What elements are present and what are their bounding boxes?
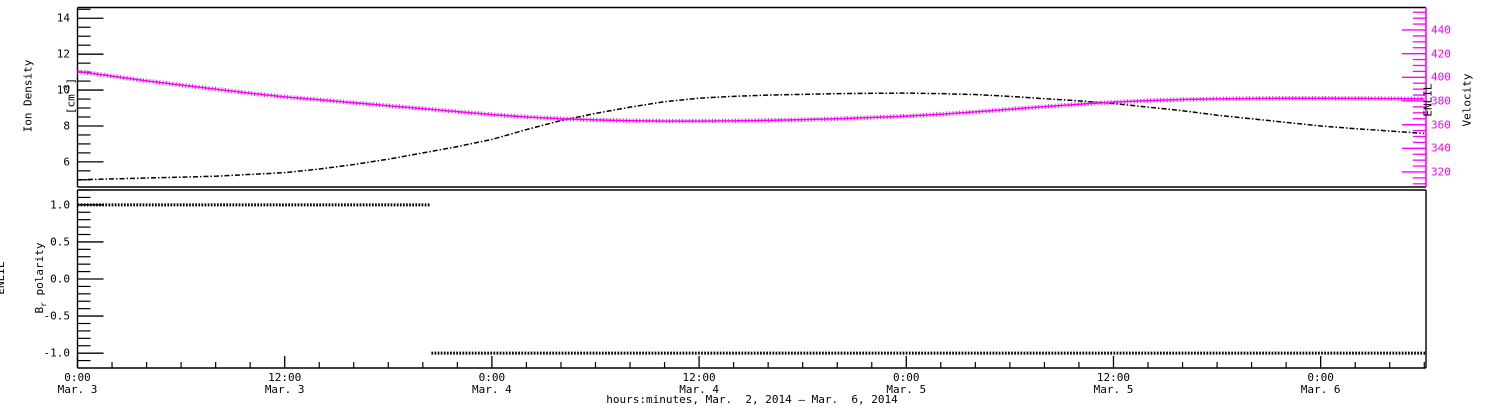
density-axis-unit: [cm-3] [62,77,78,115]
polarity-axis-title-line1: ENLIL [0,261,7,295]
velocity-axis-title: ENLIL Velocity [km/s] [1396,74,1500,127]
polarity-tick-label: 1.0 [50,198,70,212]
velocity-tick-label: 380 [1431,94,1451,108]
polarity-tick-label: 0.5 [50,235,70,249]
x-tick-label: 0:00 Mar. 4 [472,371,512,396]
polarity-tick-label: -0.5 [43,309,71,323]
ion-density-curve [77,92,1425,181]
x-tick-label: 0:00 Mar. 3 [57,371,98,396]
velocity-axis-title-line1: ENLIL [1421,83,1435,117]
polarity-axis-title: ENLIL Br polarity [0,242,76,313]
density-axis-title-line2: Ion Density [21,59,35,133]
x-axis-title: hours:minutes, Mar. 2, 2014 — Mar. 6, 20… [606,393,898,406]
x-tick-label: 0:00 Mar. 5 [886,371,927,396]
x-tick-label: 12:00 Mar. 3 [264,371,305,396]
velocity-tick-label: 400 [1431,70,1451,84]
density-tick-label: 10 [56,83,70,97]
x-tick-label: 12:00 Mar. 5 [1093,371,1134,396]
polarity-tick-label: -1.0 [43,346,71,360]
x-tick-label: 12:00 Mar. 4 [679,371,719,396]
velocity-tick-label: 360 [1431,118,1451,132]
polarity-tick-label: 0.0 [50,272,70,286]
velocity-tick-label: 440 [1431,23,1451,37]
density-tick-label: 6 [63,155,70,169]
density-tick-label: 14 [56,11,70,25]
velocity-tick-label: 340 [1431,141,1451,155]
density-tick-label: 8 [63,119,70,133]
velocity-tick-label: 420 [1431,47,1451,61]
density-tick-label: 12 [56,47,70,61]
velocity-curve [77,70,1425,122]
velocity-axis-title-line2: Velocity [1460,73,1474,127]
polarity-axis-unit: Br polarity [32,242,49,314]
velocity-tick-label: 320 [1431,165,1451,179]
x-tick-label: 0:00 Mar. 6 [1300,371,1341,396]
density-axis-title: ENLIL Ion Density [cm-3] [0,60,103,133]
